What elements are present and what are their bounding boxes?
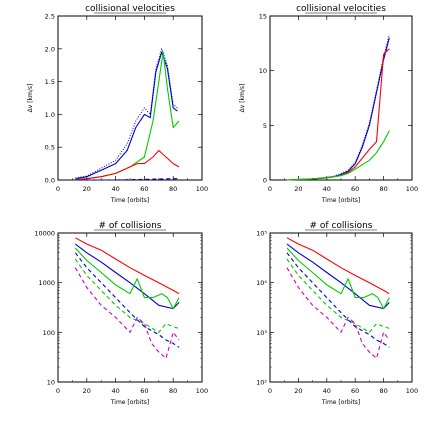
x-axis-label: Time [orbits] [321,399,360,406]
series-line-2 [74,243,180,310]
y-tick-label: 0 [263,177,267,185]
y-tick-label: 10² [256,379,267,387]
y-tick-label: 10³ [256,329,267,337]
x-tick-label: 0 [56,185,60,193]
chart-panel-1: collisional velocities 0 20 40 60 80 100 Time [… [27,4,208,204]
y-tick-label: 10⁵ [256,230,267,238]
chart-title: # of collisions [99,221,162,231]
x-tick-label: 20 [294,185,302,193]
series-line-4 [286,130,390,181]
y-tick-label: 2.0 [45,45,55,53]
x-tick-label: 100 [406,387,418,395]
x-tick-label: 100 [196,185,208,193]
chart-title: # of collisions [310,221,373,231]
x-axis-label: Time [orbits] [110,399,149,406]
series-line-3 [286,48,390,181]
y-tick-label: 10 [47,379,55,387]
x-tick-label: 40 [111,387,119,395]
y-tick-label: 5 [263,122,267,130]
x-tick-label: 40 [323,185,331,193]
series-line-3 [74,247,180,310]
y-tick-label: 10⁴ [256,279,267,287]
series-line-1 [286,237,390,295]
x-tick-label: 40 [323,387,331,395]
x-tick-label: 20 [294,387,302,395]
y-tick-label: 10 [259,67,267,75]
x-tick-label: 80 [169,185,177,193]
chart-panel-4: # of collisions 0 20 40 60 80 100 Time [orbits]… [256,221,418,406]
x-axis-label: Time [orbits] [110,197,149,204]
series-line-4 [286,252,390,348]
x-tick-label: 80 [379,387,387,395]
y-tick-label: 0.5 [45,144,55,152]
chart-title: collisional velocities [85,4,175,14]
series-line-2 [286,34,390,181]
series-line-4 [74,252,180,348]
series-line-1 [286,37,390,181]
series-line-1 [75,51,178,180]
series-line-5 [74,258,180,333]
plot-frame [57,232,203,383]
x-tick-label: 80 [169,387,177,395]
x-tick-label: 60 [351,387,359,395]
series-line-5 [286,258,390,333]
x-tick-label: 60 [140,387,148,395]
series-line-2 [286,243,390,310]
series-line-2 [75,48,178,179]
chart-title: collisional velocities [296,4,386,14]
y-tick-label: 1000 [38,279,55,287]
y-axis-label: Δv [km/s] [239,84,246,113]
plot-frame [269,232,413,383]
y-tick-label: 100 [43,329,55,337]
series-line-3 [286,247,390,310]
x-tick-label: 40 [111,185,119,193]
x-axis-label: Time [orbits] [321,197,360,204]
series-line-3 [75,51,180,180]
plot-frame [57,15,203,181]
x-tick-label: 100 [196,387,208,395]
y-tick-label: 10000 [34,230,55,238]
x-tick-label: 0 [268,387,272,395]
y-tick-label: 0.0 [45,177,55,185]
plot-frame [269,15,413,181]
series-line-6 [286,267,390,359]
x-tick-label: 60 [351,185,359,193]
chart-panel-3: # of collisions 0 20 40 60 80 100 Time [orbits]… [34,221,208,406]
series-line-6 [74,267,180,359]
x-tick-label: 0 [268,185,272,193]
series-line-5 [75,178,179,181]
x-tick-label: 100 [406,185,418,193]
x-tick-label: 80 [379,185,387,193]
y-axis-label: Δv [km/s] [27,84,34,113]
y-tick-label: 1.5 [45,78,55,86]
series-line-1 [75,237,180,295]
y-tick-label: 15 [259,13,267,21]
series-line-4 [75,149,180,181]
y-tick-label: 1.0 [45,111,55,119]
x-tick-label: 60 [140,185,148,193]
x-tick-label: 20 [83,387,91,395]
y-tick-label: 2.5 [45,13,55,21]
x-tick-label: 0 [56,387,60,395]
x-tick-label: 20 [83,185,91,193]
